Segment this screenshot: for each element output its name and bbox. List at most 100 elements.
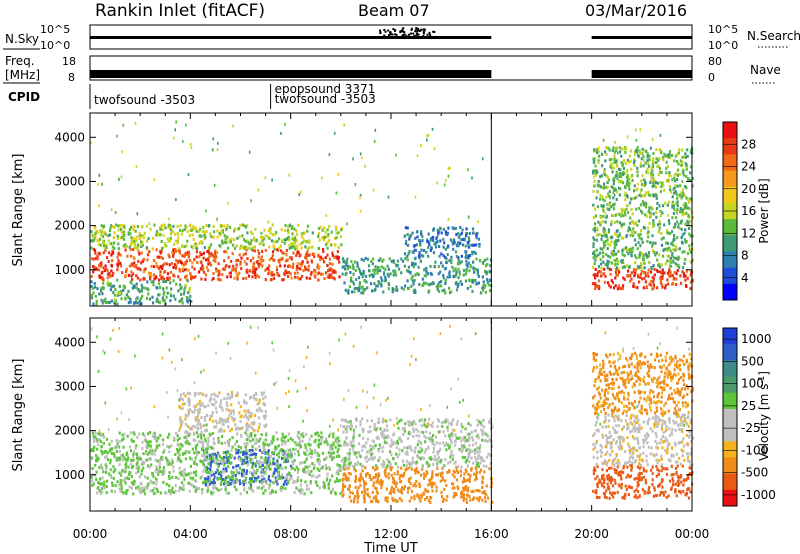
heatmap-cell	[184, 473, 187, 477]
heatmap-cell	[237, 471, 240, 475]
heatmap-cell	[256, 468, 259, 472]
heatmap-cell	[116, 278, 119, 282]
heatmap-cell	[446, 275, 449, 279]
heatmap-cell	[120, 471, 123, 475]
heatmap-cell	[373, 468, 377, 472]
heatmap-cell	[93, 257, 96, 261]
heatmap-cell	[135, 282, 138, 286]
heatmap-cell	[290, 246, 293, 249]
heatmap-cell	[207, 481, 210, 485]
nsky-burst	[413, 34, 416, 37]
heatmap-cell	[207, 259, 210, 262]
heatmap-cell	[410, 284, 413, 288]
heatmap-cell	[139, 278, 142, 282]
heatmap-cell	[103, 269, 106, 273]
heatmap-cell	[598, 269, 601, 273]
heatmap-cell	[683, 231, 686, 235]
heatmap-cell	[686, 276, 689, 280]
heatmap-cell	[101, 286, 104, 290]
heatmap-cell	[601, 234, 604, 238]
heatmap-cell	[678, 247, 681, 251]
heatmap-cell	[193, 258, 196, 262]
heatmap-cell	[457, 487, 460, 491]
heatmap-cell	[186, 473, 189, 477]
heatmap-cell	[646, 226, 650, 230]
heatmap-cell	[294, 447, 297, 451]
heatmap-cell	[593, 184, 596, 188]
heatmap-cell	[138, 252, 141, 256]
heatmap-cell	[183, 402, 187, 406]
heatmap-cell	[199, 391, 202, 395]
heatmap-cell	[179, 486, 182, 490]
heatmap-cell	[260, 486, 263, 490]
heatmap-cell	[623, 208, 626, 212]
heatmap-cell	[462, 486, 465, 490]
heatmap-cell	[229, 240, 232, 244]
heatmap-cell	[253, 245, 256, 249]
heatmap-cell	[279, 264, 282, 268]
nsky-burst	[420, 28, 423, 31]
heatmap-cell	[94, 435, 97, 439]
heatmap-cell	[158, 462, 161, 466]
heatmap-cell	[311, 231, 314, 235]
heatmap-cell	[285, 478, 288, 482]
heatmap-cell	[163, 242, 166, 245]
heatmap-cell	[179, 283, 182, 287]
heatmap-cell	[119, 264, 122, 268]
heatmap-cell	[597, 285, 600, 289]
heatmap-cell	[394, 269, 397, 273]
heatmap-cell	[468, 279, 471, 283]
heatmap-cell	[290, 227, 293, 230]
heatmap-cell	[169, 270, 173, 274]
heatmap-cell	[642, 193, 645, 197]
heatmap-cell	[619, 172, 622, 176]
heatmap-cell	[445, 260, 448, 264]
heatmap-cell	[282, 456, 285, 460]
heatmap-cell	[183, 471, 186, 475]
heatmap-cell	[229, 482, 232, 486]
heatmap-cell	[374, 475, 377, 479]
heatmap-cell	[255, 479, 258, 483]
heatmap-cell	[472, 243, 475, 247]
heatmap-cell	[203, 463, 206, 467]
heatmap-cell	[207, 251, 211, 255]
heatmap-cell	[631, 219, 634, 223]
heatmap-cell	[407, 286, 410, 290]
heatmap-cell	[90, 275, 93, 278]
heatmap-cell	[459, 474, 462, 478]
heatmap-cell	[140, 288, 143, 292]
heatmap-cell	[162, 233, 165, 237]
heatmap-cell	[650, 283, 653, 287]
heatmap-cell	[244, 480, 247, 484]
heatmap-cell	[100, 298, 103, 302]
heatmap-cell	[400, 488, 403, 492]
heatmap-cell	[409, 233, 413, 237]
heatmap-cell	[217, 262, 220, 266]
heatmap-cell	[232, 419, 235, 423]
heatmap-cell	[189, 142, 192, 146]
nsky-label: N.Sky	[5, 32, 39, 46]
heatmap-cell	[166, 237, 170, 241]
heatmap-cell	[181, 398, 184, 402]
heatmap-cell	[374, 268, 377, 272]
heatmap-cell	[278, 466, 281, 470]
heatmap-cell	[255, 238, 258, 242]
heatmap-cell	[98, 262, 102, 266]
heatmap-cell	[177, 259, 180, 263]
heatmap-cell	[640, 266, 643, 270]
heatmap-cell	[139, 457, 142, 461]
heatmap-cell	[682, 173, 686, 177]
heatmap-cell	[620, 161, 623, 165]
heatmap-cell	[440, 280, 443, 283]
heatmap-cell	[128, 264, 132, 268]
heatmap-cell	[299, 440, 302, 444]
heatmap-cell	[310, 474, 313, 478]
heatmap-cell	[299, 267, 302, 271]
heatmap-cell	[620, 207, 623, 211]
heatmap-cell	[94, 463, 97, 467]
heatmap-cell	[213, 183, 216, 187]
heatmap-cell	[661, 268, 664, 272]
heatmap-cell	[635, 207, 638, 211]
heatmap-cell	[419, 243, 422, 247]
heatmap-cell	[622, 223, 625, 226]
